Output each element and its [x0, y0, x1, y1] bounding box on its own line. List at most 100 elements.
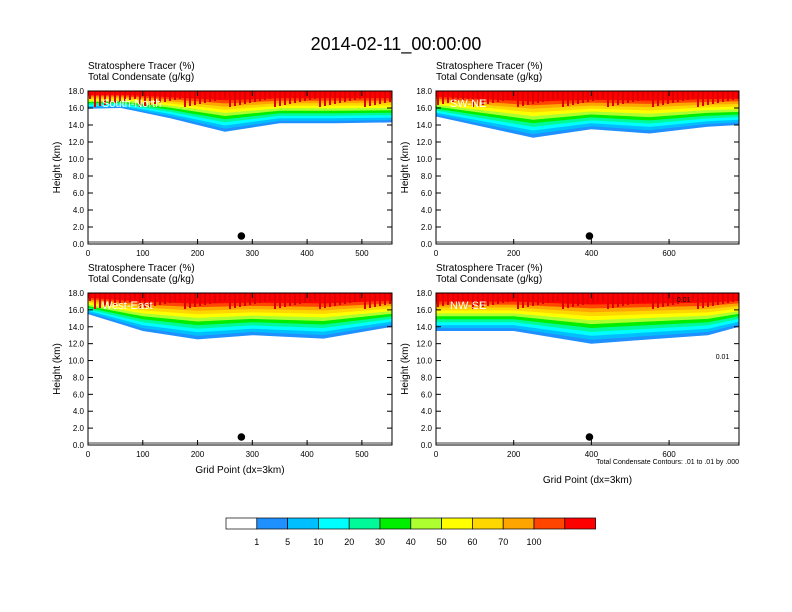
x-tick-label: 100: [136, 450, 150, 459]
panel-label: South-North: [102, 98, 161, 110]
colorbar-swatch: [379, 517, 412, 530]
x-tick-label: 400: [300, 450, 314, 459]
x-tick-label: 400: [585, 450, 599, 459]
panel-sw-ne: SW-NE Stratosphere Tracer (%)Total Conden…: [400, 61, 740, 258]
y-axis-label: Height (km): [400, 142, 411, 194]
x-axis-label: Grid Point (dx=3km): [543, 475, 632, 486]
y-tick-label: 10.0: [68, 357, 84, 366]
panel-label: NW-SE: [450, 300, 486, 312]
contour-label: 0.01: [677, 297, 691, 304]
plot-frame: [435, 90, 740, 245]
field-label: Total Condensate (g/kg): [88, 274, 194, 285]
location-marker: [237, 232, 246, 240]
y-tick-label: 6.0: [73, 189, 85, 198]
tracer-field: [88, 91, 392, 132]
x-tick-label: 200: [507, 450, 521, 459]
y-tick-label: 8.0: [421, 373, 433, 382]
y-tick-label: 18.0: [416, 289, 432, 298]
x-axis-label: Grid Point (dx=3km): [195, 465, 284, 476]
colorbar-label: 5: [285, 537, 290, 547]
panel-label: SW-NE: [450, 98, 486, 110]
y-tick-label: 14.0: [416, 323, 432, 332]
location-marker: [585, 433, 594, 441]
y-tick-label: 2.0: [421, 223, 433, 232]
y-tick-label: 4.0: [73, 407, 85, 416]
panel-west-east: West-East Stratosphere Tracer (%)Total Co…: [52, 263, 393, 476]
y-tick-label: 4.0: [73, 206, 85, 215]
plot-frame: [87, 90, 393, 245]
colorbar-label: 1: [254, 537, 259, 547]
x-tick-label: 600: [662, 249, 676, 258]
y-tick-label: 18.0: [68, 87, 84, 96]
colorbar-label: 30: [375, 537, 385, 547]
colorbar-swatch: [225, 517, 258, 530]
x-tick-label: 200: [191, 450, 205, 459]
plot-frame: [435, 292, 740, 446]
colorbar-swatch: [348, 517, 381, 530]
contour-note: Total Condensate Contours: .01 to .01 by…: [596, 459, 739, 466]
tracer-field: [436, 91, 739, 138]
x-tick-label: 300: [246, 249, 260, 258]
x-tick-label: 400: [300, 249, 314, 258]
colorbar-swatch: [472, 517, 504, 530]
field-label: Stratosphere Tracer (%): [88, 263, 195, 274]
colorbar-label: 40: [406, 537, 416, 547]
field-label: Total Condensate (g/kg): [88, 72, 194, 83]
y-tick-label: 2.0: [73, 424, 85, 433]
y-tick-label: 0.0: [421, 441, 433, 450]
colorbar-label: 20: [344, 537, 354, 547]
field-label: Stratosphere Tracer (%): [88, 61, 195, 72]
x-tick-label: 500: [355, 249, 369, 258]
y-tick-label: 16.0: [68, 306, 84, 315]
field-label: Stratosphere Tracer (%): [436, 263, 543, 274]
x-tick-label: 200: [507, 249, 521, 258]
colorbar-swatch: [410, 517, 442, 530]
colorbar-swatch: [533, 517, 566, 530]
y-tick-label: 10.0: [68, 155, 84, 164]
y-tick-label: 14.0: [68, 323, 84, 332]
y-tick-label: 6.0: [421, 390, 433, 399]
x-tick-label: 500: [355, 450, 369, 459]
y-tick-label: 10.0: [416, 155, 432, 164]
y-tick-label: 8.0: [73, 172, 85, 181]
x-tick-label: 400: [585, 249, 599, 258]
y-tick-label: 4.0: [421, 407, 433, 416]
y-tick-label: 4.0: [421, 206, 433, 215]
x-tick-label: 600: [662, 450, 676, 459]
location-marker: [585, 232, 594, 240]
x-tick-label: 0: [86, 249, 91, 258]
x-tick-label: 300: [246, 450, 260, 459]
colorbar: 1 5 10 20 30 40 50 60 70 100: [225, 517, 596, 547]
y-tick-label: 18.0: [68, 289, 84, 298]
colorbar-swatch: [256, 517, 288, 530]
colorbar-swatch: [441, 517, 473, 530]
x-tick-label: 200: [191, 249, 205, 258]
y-tick-label: 8.0: [73, 373, 85, 382]
colorbar-label: 10: [313, 537, 323, 547]
colorbar-swatch: [564, 517, 596, 530]
y-tick-label: 16.0: [416, 306, 432, 315]
y-tick-label: 8.0: [421, 172, 433, 181]
x-tick-label: 100: [136, 249, 150, 258]
y-tick-label: 16.0: [416, 104, 432, 113]
y-tick-label: 2.0: [421, 424, 433, 433]
y-tick-label: 12.0: [68, 138, 84, 147]
colorbar-swatch: [502, 517, 535, 530]
y-axis-label: Height (km): [52, 142, 63, 194]
y-tick-label: 12.0: [416, 138, 432, 147]
field-label: Stratosphere Tracer (%): [436, 61, 543, 72]
tracer-field: [88, 293, 392, 340]
panel-south-north: South-North Stratosphere Tracer (%)Total …: [52, 61, 393, 258]
x-tick-label: 0: [434, 249, 439, 258]
colorbar-label: 70: [498, 537, 508, 547]
y-tick-label: 14.0: [68, 121, 84, 130]
y-tick-label: 14.0: [416, 121, 432, 130]
plot-frame: [87, 292, 393, 446]
y-tick-label: 12.0: [68, 340, 84, 349]
contour-label: 0.01: [716, 354, 730, 361]
colorbar-label: 50: [437, 537, 447, 547]
panel-label: West-East: [102, 300, 153, 312]
tracer-field: [436, 293, 739, 344]
y-tick-label: 2.0: [73, 223, 85, 232]
